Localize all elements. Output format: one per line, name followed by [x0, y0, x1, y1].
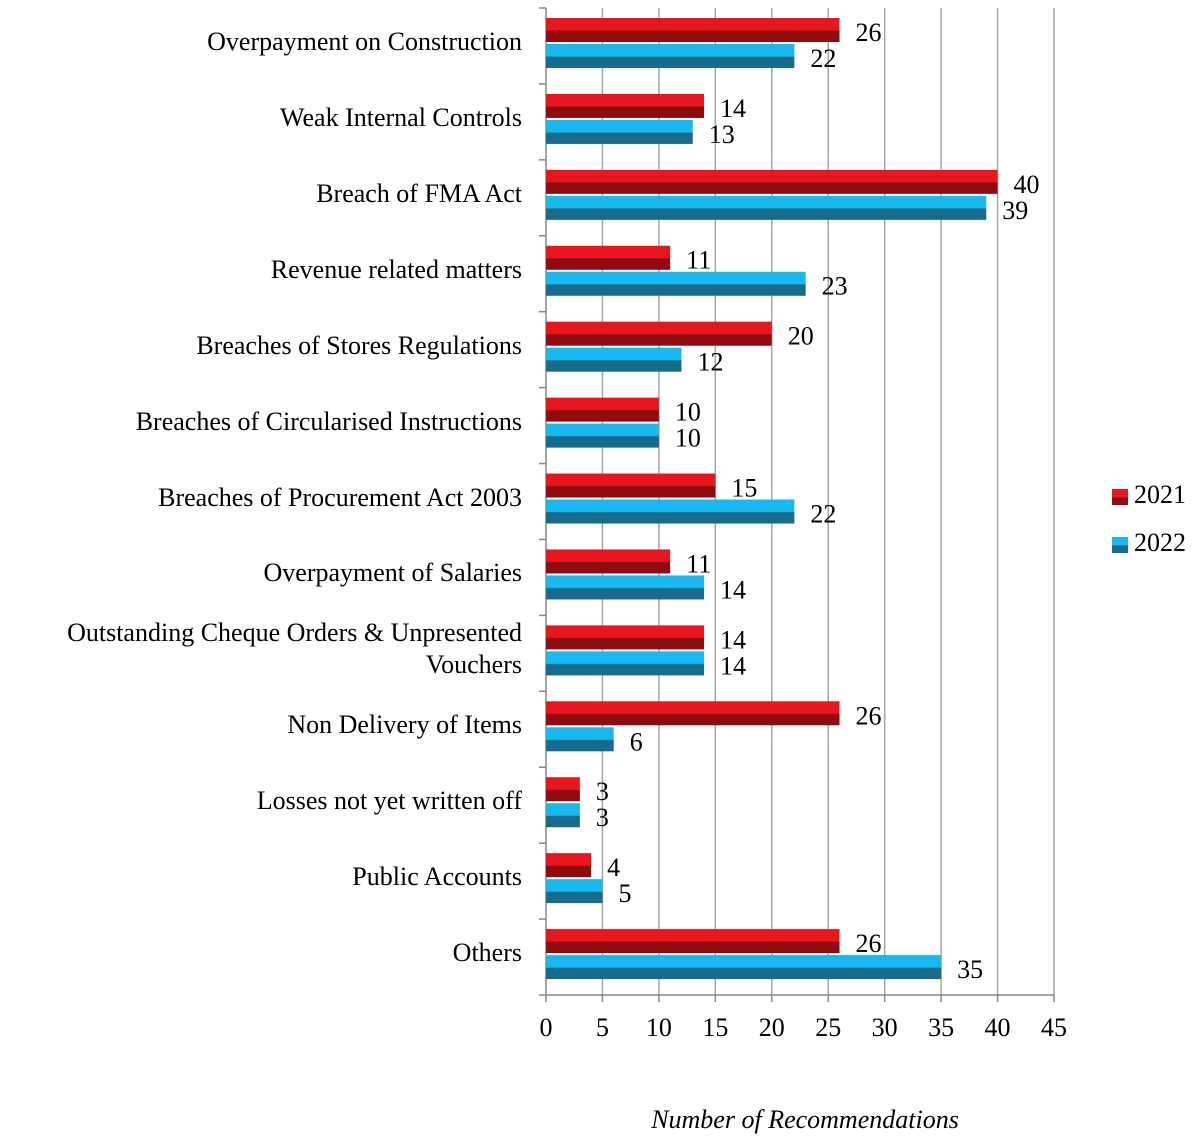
bar — [546, 321, 772, 346]
bar — [546, 879, 603, 904]
bar — [546, 245, 671, 270]
x-tick-label: 25 — [815, 1013, 841, 1042]
data-label: 26 — [856, 701, 882, 730]
bar — [546, 727, 614, 752]
y-tick-label: Breach of FMA Act — [316, 178, 522, 208]
data-label: 14 — [720, 94, 746, 123]
bar — [546, 271, 806, 296]
data-label: 12 — [697, 348, 723, 377]
bar — [546, 473, 716, 498]
bar — [546, 119, 693, 144]
bar — [546, 93, 705, 118]
bar — [546, 44, 795, 68]
data-label: 13 — [709, 120, 735, 149]
bar — [546, 18, 840, 42]
data-label: 11 — [686, 549, 711, 578]
data-label: 20 — [788, 322, 814, 351]
x-tick-label: 15 — [702, 1013, 728, 1042]
data-label: 26 — [856, 929, 882, 958]
bar — [546, 625, 705, 650]
data-label: 4 — [607, 853, 620, 882]
bar — [546, 347, 682, 372]
data-label: 3 — [596, 777, 609, 806]
bar — [546, 195, 987, 220]
x-tick-label: 10 — [646, 1013, 672, 1042]
y-tick-label: Non Delivery of Items — [287, 710, 522, 740]
bar — [546, 549, 671, 574]
legend-label: 2021 — [1134, 480, 1186, 509]
data-label: 3 — [596, 803, 609, 832]
bar — [546, 929, 840, 954]
y-tick-label: Others — [452, 938, 522, 968]
data-label: 23 — [822, 272, 848, 301]
bar — [546, 803, 580, 828]
x-tick-label: 35 — [928, 1013, 954, 1042]
x-tick-label: 0 — [540, 1013, 553, 1042]
data-label: 10 — [675, 398, 701, 427]
x-tick-label: 45 — [1041, 1013, 1067, 1042]
y-tick-label: Overpayment on Construction — [207, 26, 522, 56]
y-tick-label: Outstanding Cheque Orders & Unpresented … — [67, 618, 522, 680]
x-tick-label: 40 — [985, 1013, 1011, 1042]
x-tick-label: 5 — [596, 1013, 609, 1042]
bar — [546, 575, 705, 600]
y-tick-label: Overpayment of Salaries — [263, 558, 522, 588]
data-label: 35 — [957, 955, 983, 984]
data-label: 15 — [731, 474, 757, 503]
y-tick-label: Losses not yet written off — [256, 786, 522, 816]
x-tick-label: 20 — [759, 1013, 785, 1042]
y-tick-label: Breaches of Circularised Instructions — [135, 406, 522, 436]
bar — [546, 169, 998, 194]
bar — [546, 777, 580, 802]
bar — [546, 701, 840, 726]
data-label: 26 — [856, 18, 882, 47]
x-tick-label: 30 — [872, 1013, 898, 1042]
data-label: 6 — [630, 727, 643, 756]
x-axis-title: Number of Recommendations — [650, 1105, 959, 1134]
bar — [546, 955, 942, 980]
y-tick-label: Public Accounts — [352, 862, 522, 892]
bar — [546, 853, 592, 878]
data-label: 5 — [618, 879, 631, 908]
data-label: 14 — [720, 575, 746, 604]
data-label: 14 — [720, 625, 746, 654]
data-label: 11 — [686, 246, 711, 275]
y-tick-label: Breaches of Stores Regulations — [196, 330, 522, 360]
y-tick-label: Revenue related matters — [270, 254, 522, 284]
y-tick-label: Breaches of Procurement Act 2003 — [158, 482, 522, 512]
y-tick-label: Weak Internal Controls — [280, 102, 522, 132]
bar — [546, 651, 705, 676]
data-label: 14 — [720, 651, 746, 680]
bar — [546, 423, 659, 448]
data-label: 22 — [810, 500, 836, 529]
data-label: 40 — [1014, 170, 1040, 199]
bar — [546, 397, 659, 422]
legend-label: 2022 — [1134, 528, 1186, 557]
legend-swatch — [1112, 489, 1128, 505]
data-label: 22 — [810, 44, 836, 73]
bar — [546, 499, 795, 524]
data-label: 10 — [675, 424, 701, 453]
legend-swatch — [1112, 537, 1128, 553]
data-label: 39 — [1002, 196, 1028, 225]
